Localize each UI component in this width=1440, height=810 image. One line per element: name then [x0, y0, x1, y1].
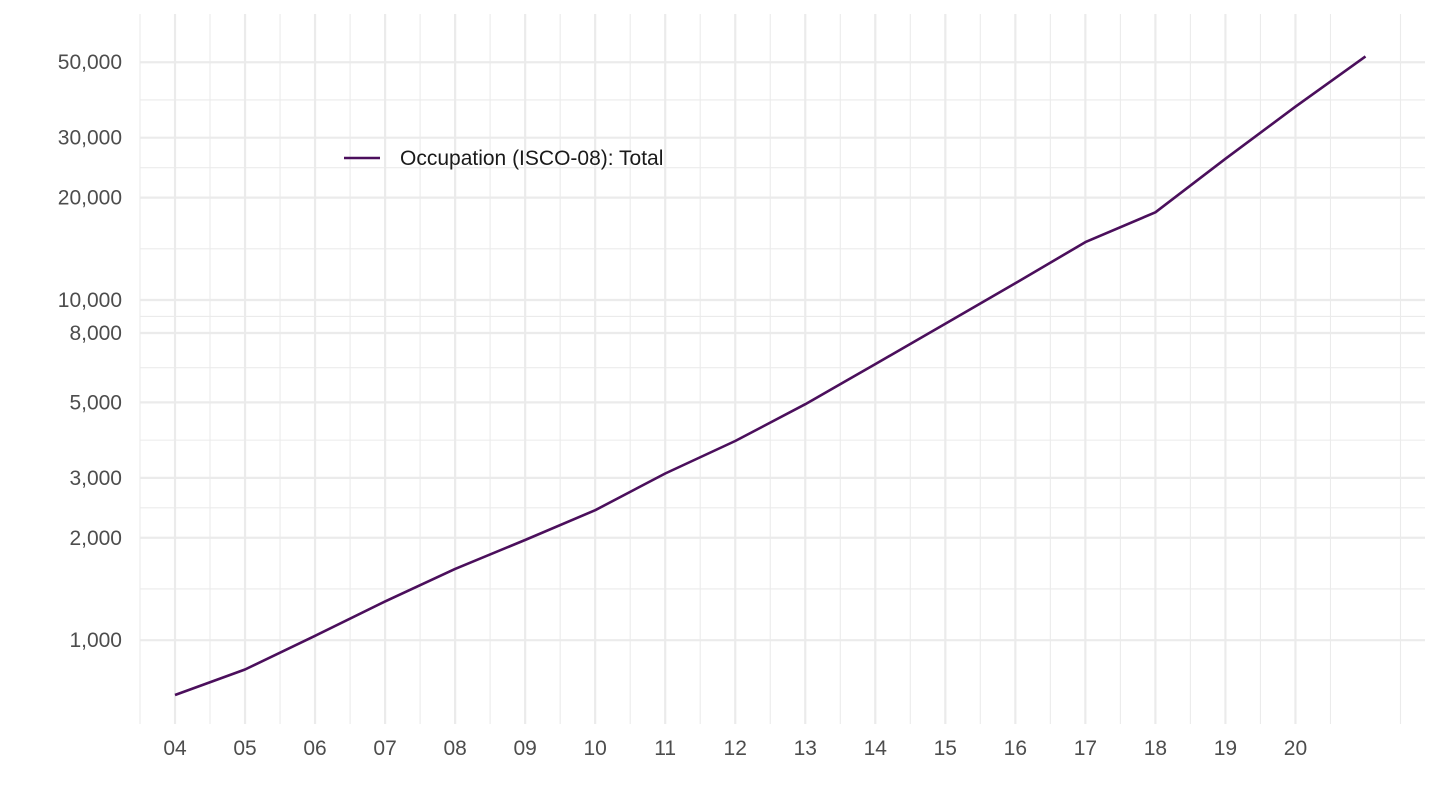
x-tick-label: 11: [654, 737, 676, 760]
y-tick-label: 30,000: [58, 127, 122, 150]
x-tick-label: 07: [373, 737, 396, 760]
y-tick-label: 50,000: [58, 51, 122, 74]
y-tick-label: 8,000: [69, 322, 122, 345]
x-tick-label: 15: [934, 737, 957, 760]
x-axis: 04 05 06 07 08 09 10 11 12 13 14 15 16 17 18 19 20: [163, 737, 1307, 760]
x-tick-label: 13: [794, 737, 817, 760]
series-line: [174, 55, 1367, 697]
x-tick-label: 20: [1284, 737, 1307, 760]
x-tick-label: 14: [864, 737, 888, 760]
y-tick-label: 3,000: [69, 467, 122, 490]
x-tick-label: 19: [1214, 737, 1237, 760]
major-gridlines: [140, 14, 1425, 724]
series-layer: [174, 55, 1367, 697]
x-tick-label: 10: [583, 737, 606, 760]
y-tick-label: 10,000: [58, 289, 122, 312]
y-tick-label: 2,000: [69, 527, 122, 550]
y-tick-label: 5,000: [69, 391, 122, 414]
x-tick-label: 08: [443, 737, 466, 760]
y-tick-label: 1,000: [69, 629, 122, 652]
minor-gridlines: [139, 14, 1425, 724]
legend-label: Occupation (ISCO-08): Total: [400, 147, 663, 170]
x-tick-label: 05: [233, 737, 256, 760]
y-tick-label: 20,000: [58, 187, 122, 210]
x-tick-label: 06: [303, 737, 326, 760]
x-tick-label: 04: [163, 737, 187, 760]
x-tick-label: 18: [1144, 737, 1167, 760]
x-tick-label: 16: [1004, 737, 1027, 760]
x-tick-label: 09: [513, 737, 536, 760]
x-tick-label: 12: [724, 737, 747, 760]
legend: Occupation (ISCO-08): Total: [344, 147, 663, 170]
x-tick-label: 17: [1074, 737, 1097, 760]
y-axis: 1,000 2,000 3,000 5,000 8,000 10,000 20,000 30,…: [58, 51, 122, 652]
